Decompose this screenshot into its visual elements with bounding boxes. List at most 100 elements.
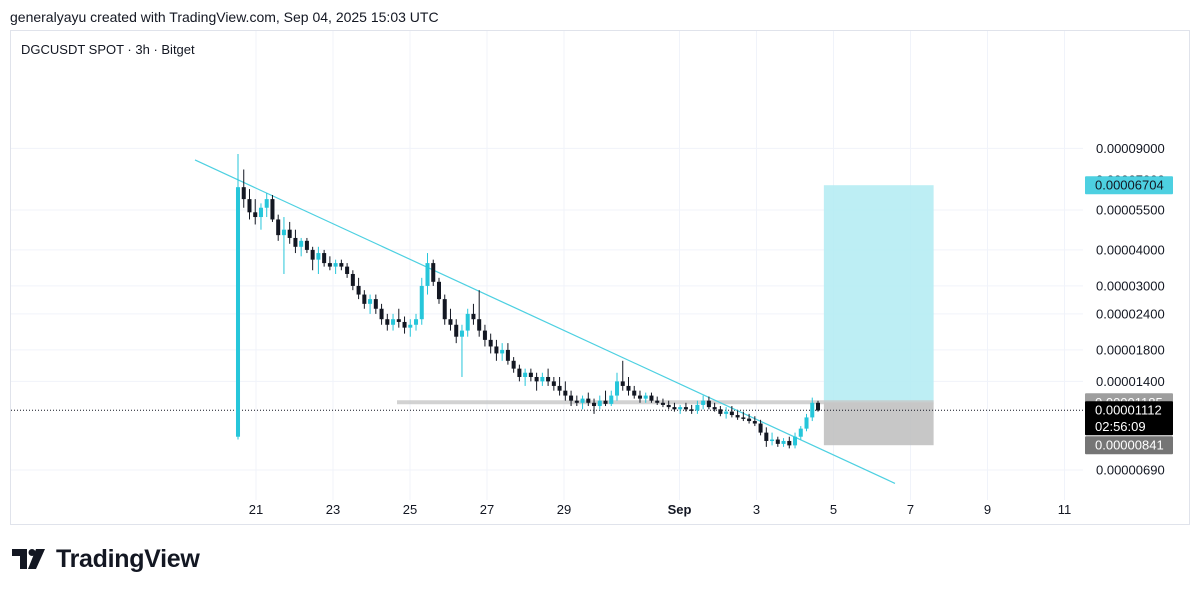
candle[interactable]	[235, 154, 241, 440]
candle[interactable]	[718, 406, 723, 417]
price-chart[interactable]: 0.00009000 0.00005500 0.00004000 0.00003000…	[0, 0, 1200, 530]
candle[interactable]	[764, 427, 769, 447]
candle[interactable]	[689, 404, 694, 414]
candle[interactable]	[448, 308, 453, 331]
candle[interactable]	[569, 390, 574, 407]
candle[interactable]	[454, 319, 459, 344]
candle[interactable]	[408, 319, 413, 337]
candle[interactable]	[264, 192, 269, 218]
candle[interactable]	[287, 221, 292, 244]
candle[interactable]	[356, 277, 361, 300]
candle[interactable]	[563, 381, 568, 401]
candle[interactable]	[471, 303, 476, 325]
candle[interactable]	[643, 392, 648, 403]
candle[interactable]	[735, 410, 740, 420]
candle[interactable]	[414, 313, 419, 331]
candle[interactable]	[712, 402, 717, 412]
candle[interactable]	[465, 308, 470, 337]
candle[interactable]	[637, 390, 642, 403]
candle[interactable]	[270, 194, 275, 222]
candle[interactable]	[787, 436, 792, 449]
candle[interactable]	[482, 324, 487, 347]
candle[interactable]	[304, 237, 309, 254]
candle[interactable]	[293, 229, 298, 254]
candle[interactable]	[695, 400, 700, 414]
candle[interactable]	[683, 402, 688, 412]
candle[interactable]	[523, 368, 528, 386]
candle[interactable]	[649, 392, 654, 403]
candle[interactable]	[436, 277, 441, 304]
candle[interactable]	[557, 376, 562, 396]
candle[interactable]	[540, 372, 545, 386]
candle[interactable]	[781, 438, 786, 447]
chart-frame[interactable]	[10, 30, 1190, 525]
candle[interactable]	[258, 203, 263, 230]
candle[interactable]	[546, 368, 551, 386]
candle[interactable]	[615, 372, 620, 401]
candle[interactable]	[241, 169, 246, 208]
candle[interactable]	[770, 432, 775, 446]
candle[interactable]	[379, 303, 384, 325]
candle[interactable]	[534, 372, 539, 391]
stop-zone[interactable]	[823, 402, 934, 446]
candle[interactable]	[592, 398, 597, 414]
candle[interactable]	[724, 407, 729, 419]
candle[interactable]	[310, 246, 315, 271]
candle[interactable]	[574, 395, 579, 407]
candle[interactable]	[373, 294, 378, 314]
candle[interactable]	[391, 313, 396, 331]
candle[interactable]	[603, 390, 608, 407]
candle[interactable]	[815, 400, 821, 412]
candle[interactable]	[333, 259, 338, 274]
candle[interactable]	[729, 406, 734, 418]
candle[interactable]	[775, 436, 780, 447]
candle[interactable]	[517, 364, 522, 382]
candle[interactable]	[597, 395, 602, 410]
tradingview-logo[interactable]: TradingView	[12, 545, 200, 574]
candle[interactable]	[660, 398, 665, 408]
candle[interactable]	[327, 256, 332, 271]
candle[interactable]	[505, 343, 510, 365]
trendline[interactable]	[194, 159, 896, 484]
candle[interactable]	[793, 432, 798, 449]
candle[interactable]	[620, 360, 625, 391]
candle[interactable]	[477, 290, 482, 337]
candle[interactable]	[626, 376, 631, 396]
candle[interactable]	[281, 217, 286, 274]
candle[interactable]	[253, 199, 258, 225]
profit-zone[interactable]	[823, 185, 934, 403]
candle[interactable]	[425, 253, 430, 295]
candle[interactable]	[402, 316, 407, 334]
candle[interactable]	[419, 277, 424, 325]
candle[interactable]	[362, 290, 367, 309]
candle[interactable]	[798, 426, 803, 440]
candle[interactable]	[299, 237, 304, 257]
candle[interactable]	[804, 413, 809, 432]
candle[interactable]	[442, 294, 447, 325]
candle[interactable]	[339, 259, 344, 271]
candle[interactable]	[706, 396, 711, 410]
candle[interactable]	[551, 376, 556, 391]
candle[interactable]	[528, 368, 533, 382]
candle[interactable]	[316, 246, 321, 274]
candle[interactable]	[488, 333, 493, 354]
candle[interactable]	[368, 294, 373, 314]
candle[interactable]	[741, 411, 746, 422]
candle[interactable]	[678, 404, 683, 414]
candle[interactable]	[810, 397, 815, 422]
candle[interactable]	[666, 400, 671, 410]
candle[interactable]	[500, 343, 505, 361]
candle[interactable]	[672, 402, 677, 412]
candle[interactable]	[247, 189, 252, 220]
candle[interactable]	[322, 249, 327, 267]
candle[interactable]	[580, 395, 585, 410]
candle[interactable]	[350, 270, 355, 291]
candle[interactable]	[752, 416, 757, 427]
candle[interactable]	[396, 308, 401, 328]
candle[interactable]	[494, 339, 499, 361]
candle[interactable]	[747, 413, 752, 424]
candle[interactable]	[609, 390, 614, 407]
candle[interactable]	[586, 392, 591, 407]
candle[interactable]	[701, 395, 706, 410]
candle[interactable]	[385, 313, 390, 331]
